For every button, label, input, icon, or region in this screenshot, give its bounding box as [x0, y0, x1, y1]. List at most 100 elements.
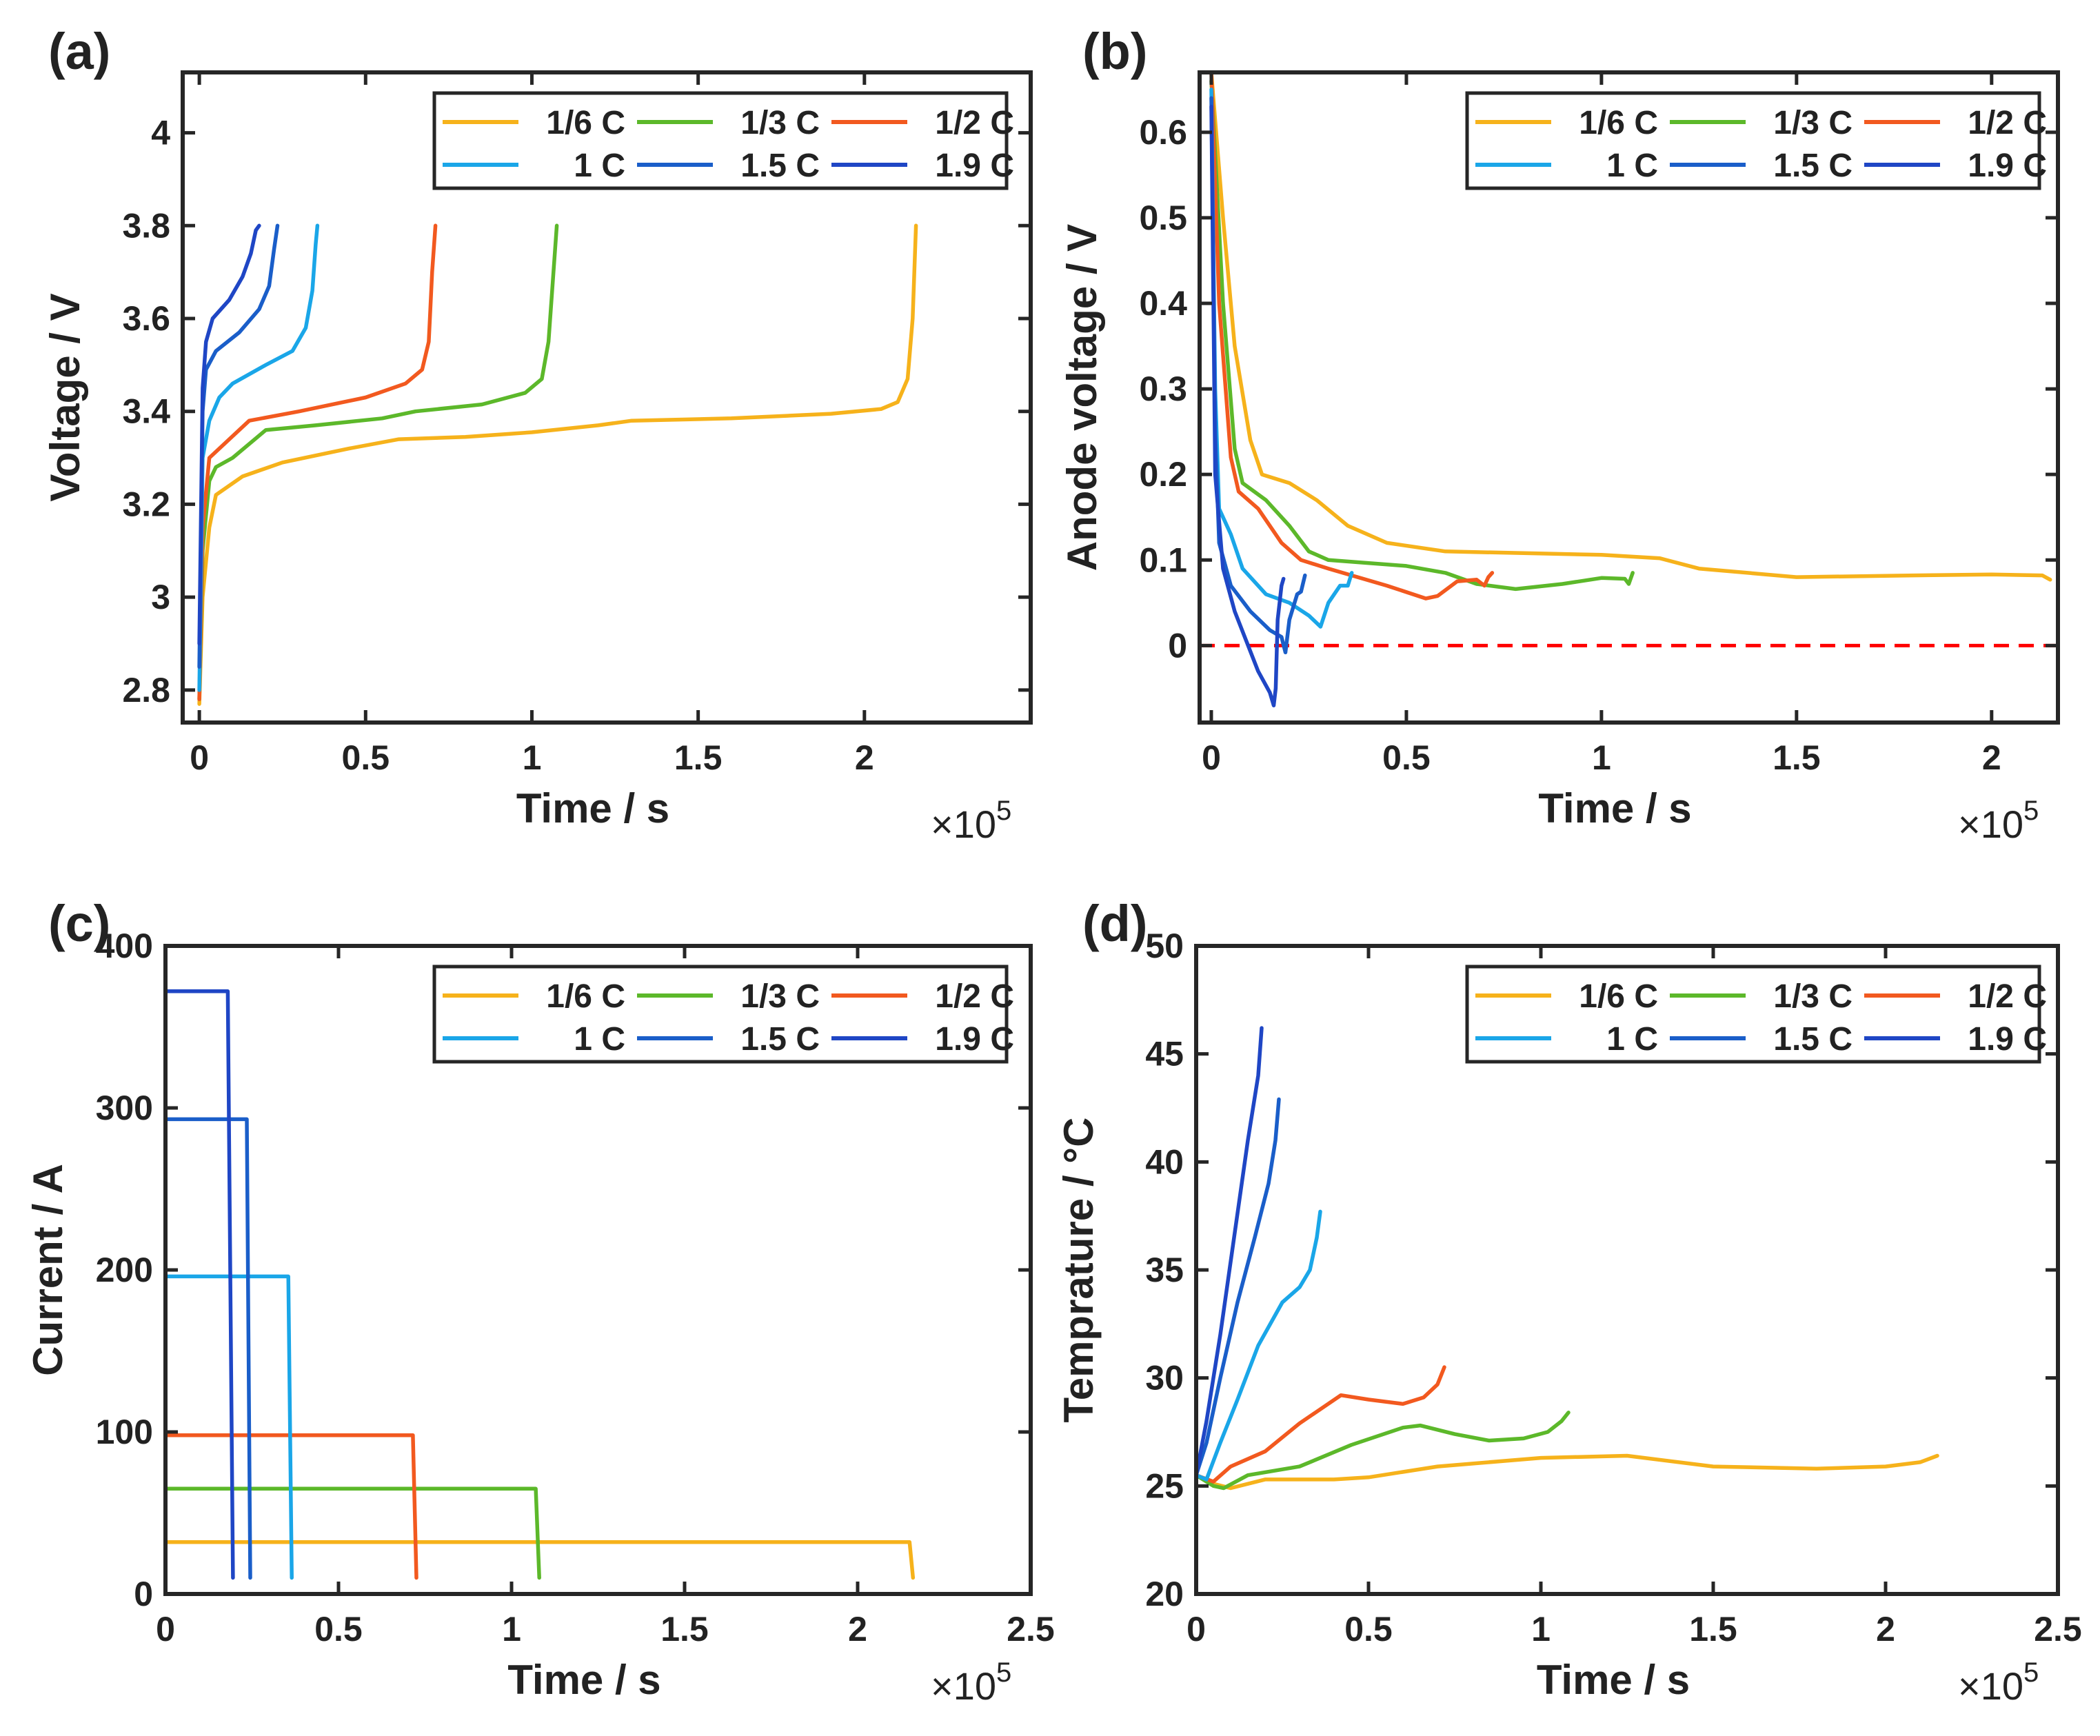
legend-box: [1465, 91, 2041, 190]
x-tick-label: 2.5: [1007, 1610, 1055, 1648]
panel-label: (a): [48, 23, 110, 80]
x-axis-label: Time / s: [516, 785, 669, 831]
legend-label-1-3c: 1/3 C: [1773, 105, 1852, 141]
series-line-1p9c: [197, 223, 261, 646]
panel-d: (d) 0 0.5 1 1.5 2 2.5 20 25 30 35 40 45 50 Time / s Tem…: [1056, 895, 2082, 1708]
x-tick-label: 0.5: [342, 738, 390, 777]
series-line-1c: [1196, 1209, 1322, 1482]
legend-label-1-2c: 1/2 C: [1968, 978, 2047, 1015]
series-group: [1196, 1026, 1939, 1491]
series-line-1-6c: [165, 1540, 916, 1580]
y-tick-label: 3.6: [122, 299, 170, 338]
x-axis-multiplier-exponent: 5: [996, 796, 1011, 826]
x-tick-label: 0.5: [1382, 738, 1431, 777]
series-line-1-3c: [165, 1486, 541, 1580]
axes-box: [1198, 70, 2060, 725]
y-tick-label: 30: [1145, 1359, 1184, 1397]
legend-label-1-3c: 1/3 C: [1773, 978, 1852, 1015]
series-group: [197, 223, 918, 706]
legend-label-1-6c: 1/6 C: [546, 105, 625, 141]
legend-box: [1465, 965, 2041, 1064]
x-tick-label: 2: [848, 1610, 867, 1648]
legend-label-1-2c: 1/2 C: [935, 978, 1014, 1015]
panel-label: (b): [1082, 23, 1148, 80]
series-line-1-3c: [1209, 79, 1635, 592]
panel-a: (a) 0 0.5 1 1.5 2 2.8 3 3.2 3.4 3.6 3.8 4 Time / s Vol…: [42, 23, 1033, 846]
x-tick-label: 2: [855, 738, 874, 777]
x-axis-label: Time / s: [507, 1657, 660, 1703]
y-tick-label: 25: [1145, 1466, 1184, 1505]
y-tick-label: 35: [1145, 1251, 1184, 1289]
x-axis-multiplier: ×105: [931, 796, 1011, 846]
y-tick-label: 0: [1168, 626, 1187, 665]
y-tick-label: 3.4: [122, 392, 170, 431]
series-line-1-2c: [197, 223, 438, 702]
y-tick-label: 50: [1145, 927, 1184, 965]
y-axis-label: Temprature / °C: [1056, 1118, 1102, 1423]
y-tick-label: 2.8: [122, 671, 170, 709]
legend: 1/6 C 1/3 C 1/2 C 1 C 1.5 C 1.9 C: [1465, 965, 2047, 1064]
x-axis-multiplier-base: ×10: [1958, 803, 2023, 846]
y-tick-label: 0.4: [1139, 284, 1187, 323]
x-tick-label: 0.5: [1344, 1610, 1393, 1648]
x-tick-label: 2: [1982, 738, 2001, 777]
x-axis-label: Time / s: [1537, 1657, 1690, 1703]
legend-label-1-6c: 1/6 C: [1579, 978, 1658, 1015]
panel-b: (b) 0 0.5 1 1.5 2 0 0.1 0.2 0.3 0.4 0.5 0.6 Time / s A…: [1059, 23, 2060, 846]
x-tick-label: 0: [1187, 1610, 1206, 1648]
x-tick-label: 1.5: [660, 1610, 709, 1648]
y-tick-label: 3: [151, 578, 170, 616]
series-line-1-6c: [1196, 1453, 1939, 1491]
y-tick-label: 0.2: [1139, 455, 1187, 494]
y-axis-label: Current / A: [25, 1164, 71, 1376]
series-line-1c: [1209, 88, 1354, 629]
y-tick-label: 100: [96, 1413, 153, 1451]
panel-label: (d): [1082, 895, 1148, 952]
series-line-1c: [197, 223, 320, 692]
legend-label-1p5c: 1.5 C: [740, 148, 820, 184]
x-axis-multiplier: ×105: [1958, 1657, 2039, 1708]
x-axis-multiplier: ×105: [931, 1657, 1011, 1708]
legend-label-1p5c: 1.5 C: [740, 1021, 820, 1058]
series-line-1p9c: [165, 989, 235, 1580]
x-tick-label: 1: [523, 738, 542, 777]
x-axis-multiplier-exponent: 5: [996, 1657, 1011, 1688]
x-tick-label: 1.5: [1689, 1610, 1737, 1648]
legend-label-1p9c: 1.9 C: [1968, 148, 2047, 184]
y-tick-label: 40: [1145, 1142, 1184, 1181]
legend-label-1p9c: 1.9 C: [1968, 1021, 2047, 1058]
legend-label-1-3c: 1/3 C: [740, 105, 820, 141]
legend-label-1p9c: 1.9 C: [935, 148, 1014, 184]
series-line-1-3c: [1196, 1411, 1571, 1491]
y-tick-label: 0.5: [1139, 199, 1187, 237]
axes-box: [181, 70, 1033, 725]
x-axis-multiplier-base: ×10: [1958, 1664, 2023, 1708]
y-axis-label: Anode voltage / V: [1059, 224, 1105, 571]
series-line-1-2c: [1209, 72, 1495, 600]
y-tick-label: 3.8: [122, 206, 170, 245]
legend: 1/6 C 1/3 C 1/2 C 1 C 1.5 C 1.9 C: [432, 965, 1014, 1064]
y-tick-label: 300: [96, 1089, 153, 1127]
x-tick-label: 1: [1592, 738, 1611, 777]
legend-box: [432, 965, 1009, 1064]
y-tick-label: 4: [151, 114, 170, 152]
y-tick-label: 0: [134, 1575, 153, 1613]
x-axis-multiplier-exponent: 5: [2023, 796, 2039, 826]
x-axis-multiplier-base: ×10: [931, 803, 996, 846]
legend: 1/6 C 1/3 C 1/2 C 1 C 1.5 C 1.9 C: [432, 91, 1014, 190]
x-axis-label: Time / s: [1538, 785, 1691, 831]
y-tick-label: 0.6: [1139, 113, 1187, 152]
legend-label-1p5c: 1.5 C: [1773, 1021, 1852, 1058]
x-axis-multiplier-exponent: 5: [2023, 1657, 2039, 1688]
legend-label-1c: 1 C: [1606, 1021, 1658, 1058]
x-tick-label: 1: [502, 1610, 521, 1648]
y-tick-label: 200: [96, 1251, 153, 1289]
panel-label: (c): [48, 895, 110, 952]
legend-label-1p9c: 1.9 C: [935, 1021, 1014, 1058]
legend-label-1p5c: 1.5 C: [1773, 148, 1852, 184]
legend-label-1-2c: 1/2 C: [935, 105, 1014, 141]
x-tick-label: 0.5: [314, 1610, 363, 1648]
y-tick-label: 400: [96, 927, 153, 965]
x-axis-multiplier: ×105: [1958, 796, 2039, 846]
